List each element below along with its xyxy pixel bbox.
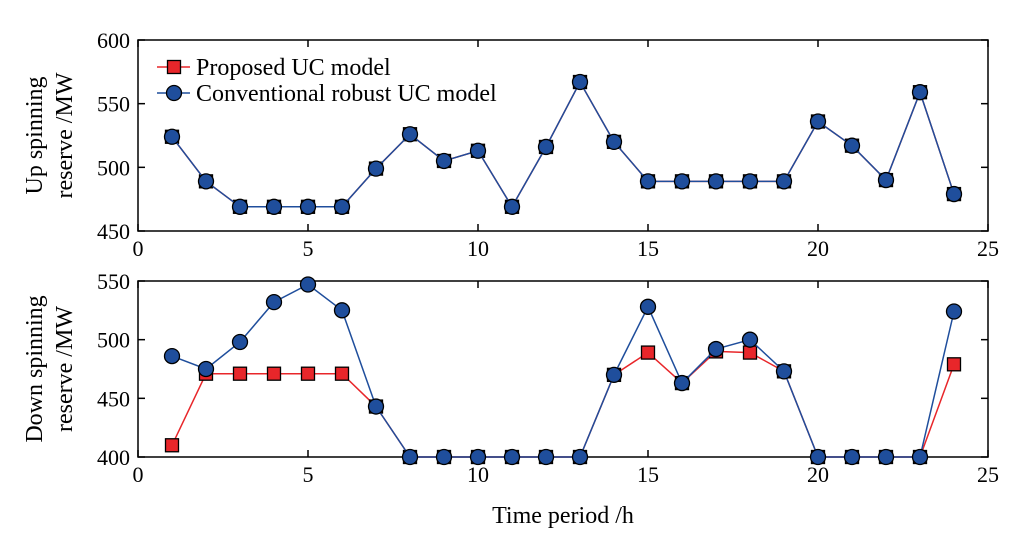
data-point-conventional [537, 138, 555, 156]
data-point-conventional [401, 126, 419, 143]
y-tick-label: 550 [97, 92, 130, 117]
data-point-conventional [843, 448, 861, 466]
data-point-conventional [163, 347, 181, 365]
x-tick-label: 5 [303, 236, 314, 261]
series-line-proposed [171, 350, 955, 458]
data-point-conventional [639, 173, 657, 190]
y-tick-label: 450 [97, 386, 130, 411]
data-point-conventional [435, 448, 453, 466]
data-point-conventional [333, 198, 351, 215]
data-point-conventional [605, 133, 623, 151]
data-point-proposed [300, 366, 316, 381]
x-tick-label: 0 [133, 462, 144, 487]
data-point-conventional [367, 160, 385, 177]
data-point-conventional [877, 448, 895, 466]
x-tick-label: 15 [637, 462, 659, 487]
data-point-conventional [707, 340, 725, 358]
data-point-conventional [163, 128, 181, 145]
data-point-conventional [503, 198, 521, 215]
x-tick-label: 15 [637, 236, 659, 261]
up-spinning-reserve-panel: 0 5 10 15 20 25 450 500 550 600 Up spinning reserve… [22, 28, 999, 261]
x-tick-label: 10 [467, 236, 489, 261]
x-tick-label: 20 [807, 462, 829, 487]
data-point-proposed [232, 366, 248, 381]
data-point-conventional [809, 113, 827, 130]
data-point-conventional [911, 84, 929, 101]
x-tick-label: 10 [467, 462, 489, 487]
data-point-proposed [334, 366, 350, 381]
legend-label: Conventional robust UC model [196, 81, 497, 107]
data-point-conventional [265, 293, 283, 311]
data-point-conventional [537, 448, 555, 466]
data-point-conventional [401, 448, 419, 466]
y-axis-label-line: Down spinning [22, 295, 48, 442]
y-axis-label-line: Up spinning [22, 76, 48, 194]
data-point-conventional [843, 137, 861, 154]
data-point-conventional [605, 366, 623, 384]
data-point-proposed [640, 345, 656, 360]
y-tick-label: 400 [97, 445, 130, 470]
data-point-proposed [946, 357, 962, 372]
data-point-conventional [673, 173, 691, 190]
data-point-conventional [707, 173, 725, 190]
data-point-conventional [265, 198, 283, 215]
data-point-conventional [945, 303, 963, 320]
data-point-conventional [469, 448, 487, 466]
plot-frame [137, 39, 989, 232]
data-point-conventional [911, 448, 929, 466]
data-point-conventional [775, 173, 793, 190]
data-point-proposed [164, 438, 180, 453]
legend-label: Proposed UC model [196, 55, 391, 81]
data-point-conventional [469, 142, 487, 159]
y-tick-label: 500 [97, 155, 130, 180]
y-axis-label: Down spinning reserve /MW [22, 295, 78, 442]
x-axis-label: Time period /h [492, 503, 634, 529]
data-point-conventional [333, 302, 351, 319]
data-point-conventional [231, 198, 249, 215]
legend-marker-square [166, 59, 182, 75]
legend-marker-circle [165, 84, 183, 102]
data-point-conventional [299, 276, 317, 293]
x-tick-label: 0 [133, 236, 144, 261]
data-point-conventional [741, 173, 759, 190]
data-point-conventional [367, 398, 385, 415]
y-tick-label: 550 [97, 269, 130, 294]
x-tick-label: 5 [303, 462, 314, 487]
y-tick-label: 450 [97, 219, 130, 244]
data-point-proposed [266, 366, 282, 381]
data-point-conventional [231, 333, 249, 351]
y-tick-label: 600 [97, 28, 130, 53]
data-point-conventional [435, 152, 453, 170]
x-tick-label: 20 [807, 236, 829, 261]
data-point-conventional [639, 298, 657, 315]
data-point-conventional [197, 173, 215, 190]
data-point-conventional [775, 363, 793, 380]
y-axis-label: Up spinning reserve /MW [22, 72, 78, 198]
y-axis-label-line: reserve /MW [52, 72, 78, 198]
data-point-proposed [742, 345, 758, 360]
plot-frame [137, 280, 989, 458]
data-point-conventional [503, 448, 521, 466]
data-point-conventional [571, 448, 589, 466]
data-point-conventional [877, 171, 895, 189]
x-tick-label: 25 [977, 236, 999, 261]
data-point-conventional [809, 448, 827, 466]
y-axis-label-line: reserve /MW [52, 306, 78, 432]
data-point-conventional [945, 185, 963, 203]
data-point-conventional [741, 331, 759, 348]
data-point-conventional [673, 374, 691, 392]
x-tick-label: 25 [977, 462, 999, 487]
data-point-conventional [571, 73, 589, 91]
series-line-conventional [171, 283, 955, 458]
data-point-conventional [299, 198, 317, 215]
data-point-conventional [197, 360, 215, 378]
y-tick-label: 500 [97, 328, 130, 353]
down-spinning-reserve-panel: 0 5 10 15 20 25 400 450 500 550 Down spinning reser… [22, 269, 999, 529]
